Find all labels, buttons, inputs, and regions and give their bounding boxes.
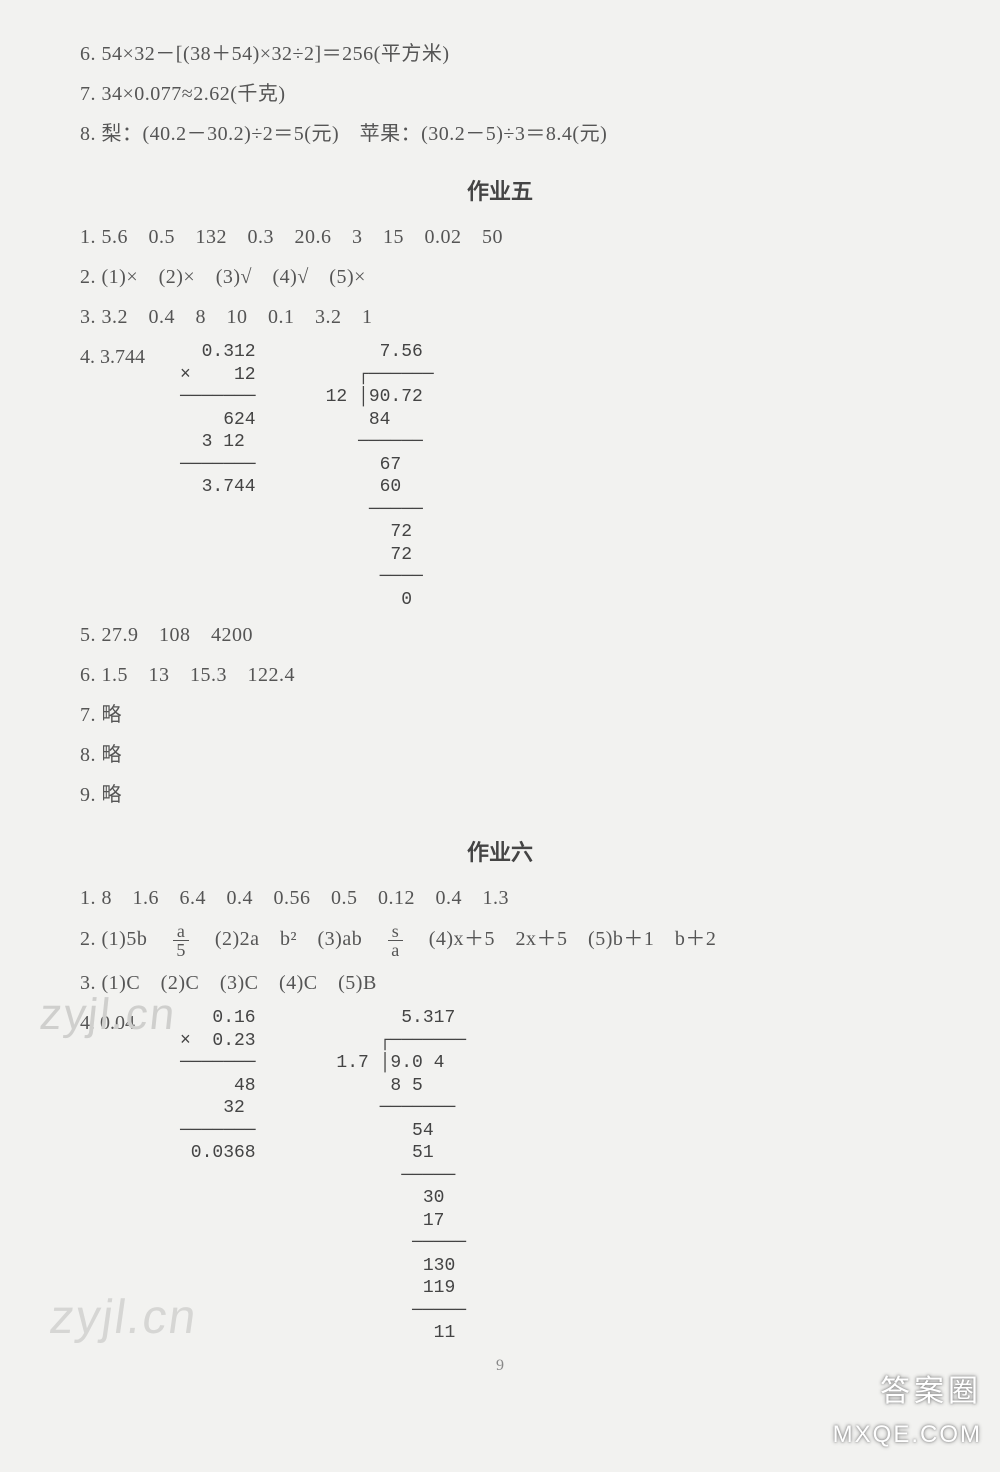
top-line-8: 8. 梨：(40.2－30.2)÷2＝5(元) 苹果：(30.2－5)÷3＝8.… (80, 118, 920, 150)
hw6-l3: 3. (1)C (2)C (3)C (4)C (5)B (80, 967, 920, 999)
hw5-l9: 9. 略 (80, 779, 920, 811)
hw6-div-block: 5.317 ┌─────── 1.7 │9.0 4 8 5 ─────── 54… (326, 1007, 466, 1345)
hw5-l8: 8. 略 (80, 739, 920, 771)
hw5-l3: 3. 3.2 0.4 8 10 0.1 3.2 1 (80, 301, 920, 333)
page-number: 9 (80, 1353, 920, 1379)
top-line-7: 7. 34×0.077≈2.62(千克) (80, 78, 920, 110)
frac-den: a (388, 941, 403, 959)
fraction-a-5: a 5 (173, 922, 189, 959)
top-line-6: 6. 54×32－[(38＋54)×32÷2]＝256(平方米) (80, 38, 920, 70)
page-content: 6. 54×32－[(38＋54)×32÷2]＝256(平方米) 7. 34×0… (0, 0, 1000, 1378)
hw6-l4-row: 4. 0.04 0.16 × 0.23 ─────── 48 32 ──────… (80, 1007, 920, 1345)
frac-num: s (388, 922, 403, 941)
corner-text-2: MXQE.COM (833, 1416, 982, 1454)
hw5-l7: 7. 略 (80, 699, 920, 731)
hw5-l2: 2. (1)× (2)× (3)√ (4)√ (5)× (80, 261, 920, 293)
hw6-l4-lead: 4. 0.04 (80, 1007, 180, 1039)
hw5-l5: 5. 27.9 108 4200 (80, 619, 920, 651)
hw6-l2b: (2)2a b² (3)ab (194, 928, 382, 950)
hw5-div-block: 7.56 ┌────── 12 │90.72 84 ────── 67 60 ─… (326, 341, 434, 611)
hw6-l2: 2. (1)5b a 5 (2)2a b² (3)ab s a (4)x＋5 2… (80, 922, 920, 959)
hw5-l4-lead: 4. 3.744 (80, 341, 180, 373)
frac-num: a (173, 922, 189, 941)
hw5-l1: 1. 5.6 0.5 132 0.3 20.6 3 15 0.02 50 (80, 221, 920, 253)
hw6-mult-block: 0.16 × 0.23 ─────── 48 32 ─────── 0.0368 (180, 1007, 256, 1165)
hw6-l2a: 2. (1)5b (80, 928, 168, 950)
fraction-s-a: s a (388, 922, 403, 959)
hw5-title: 作业五 (80, 174, 920, 209)
hw6-title: 作业六 (80, 835, 920, 870)
hw5-mult-block: 0.312 × 12 ─────── 624 3 12 ─────── 3.74… (180, 341, 256, 499)
hw6-l2c: (4)x＋5 2x＋5 (5)b＋1 b＋2 (408, 928, 716, 950)
hw5-div-wrap: 7.56 ┌────── 12 │90.72 84 ────── 67 60 ─… (326, 341, 474, 611)
hw6-l1: 1. 8 1.6 6.4 0.4 0.56 0.5 0.12 0.4 1.3 (80, 882, 920, 914)
hw5-l4-row: 4. 3.744 0.312 × 12 ─────── 624 3 12 ───… (80, 341, 920, 611)
hw5-l6: 6. 1.5 13 15.3 122.4 (80, 659, 920, 691)
frac-den: 5 (173, 941, 189, 959)
corner-logo: 答案圈 MXQE.COM (833, 1368, 982, 1454)
